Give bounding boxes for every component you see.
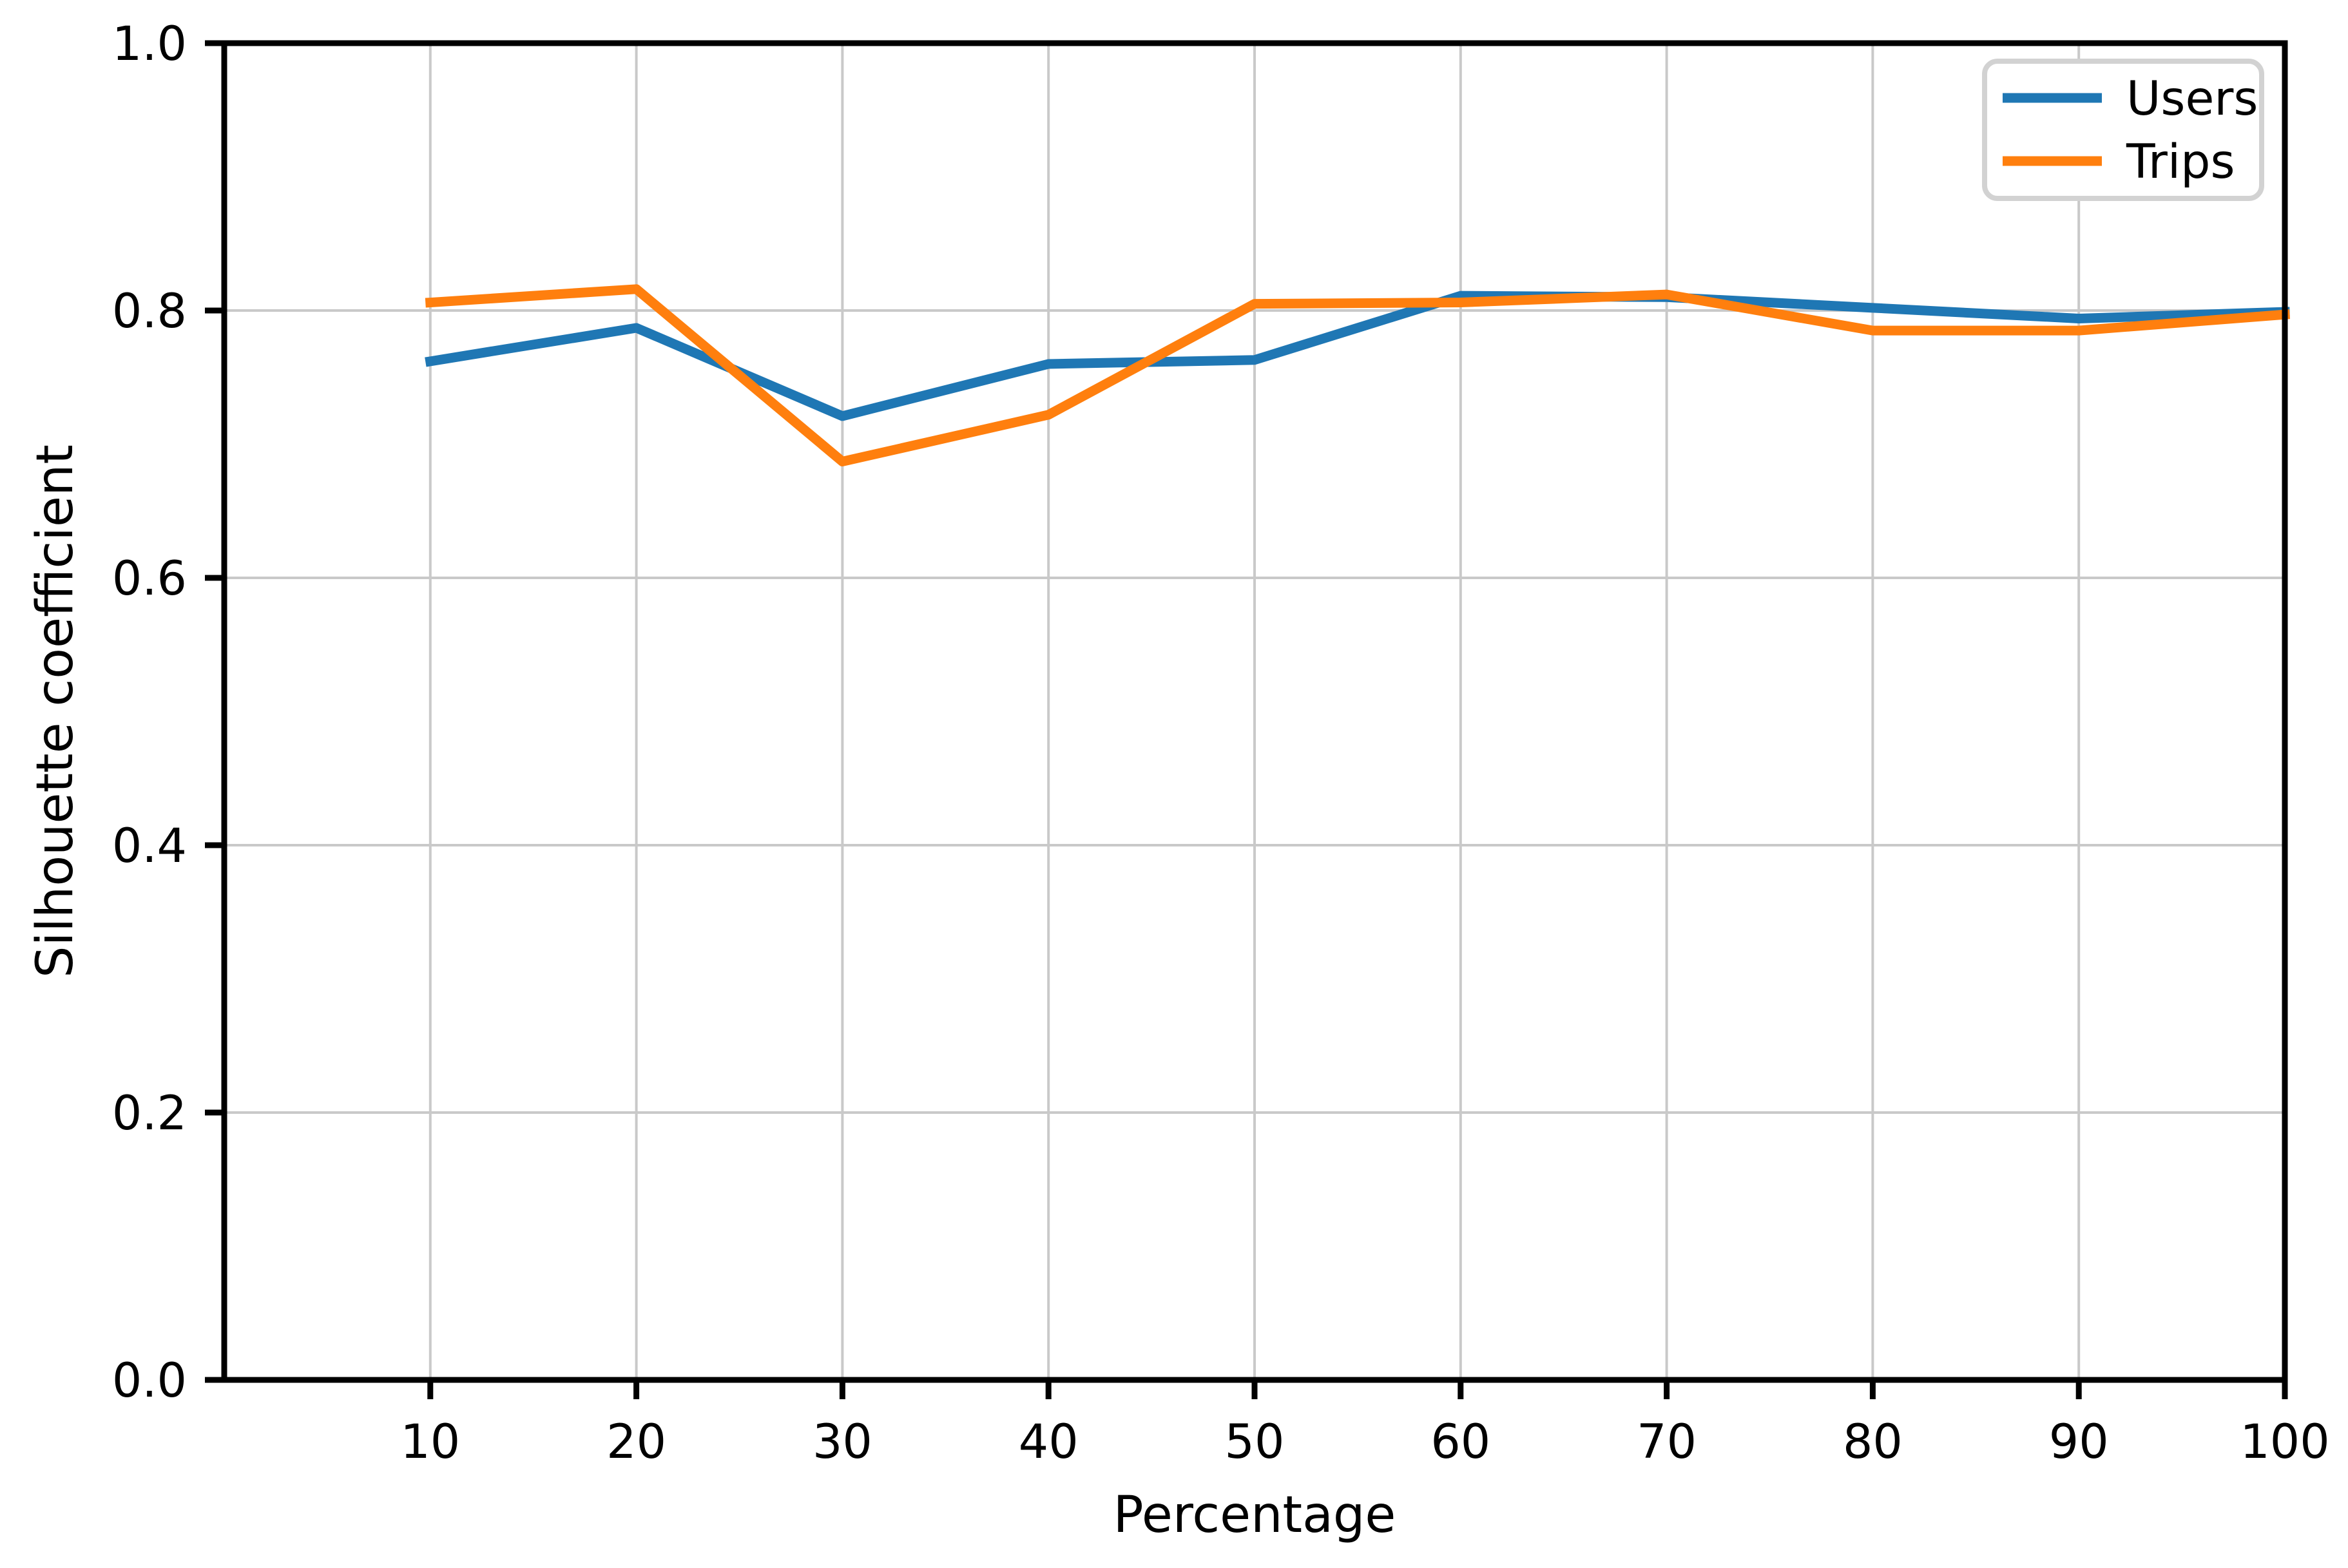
x-tick-label: 30: [813, 1415, 872, 1469]
y-tick-label: 0.0: [112, 1353, 187, 1408]
x-tick-label: 40: [1019, 1415, 1079, 1469]
y-tick-label: 0.2: [112, 1086, 187, 1141]
y-tick-label: 0.8: [112, 284, 187, 339]
x-tick-label: 70: [1637, 1415, 1697, 1469]
x-tick-label: 80: [1843, 1415, 1903, 1469]
trips-line: [425, 284, 2291, 466]
y-axis-label: Silhouette coefficient: [26, 445, 84, 978]
x-tick-label: 50: [1225, 1415, 1285, 1469]
y-tick-label: 0.4: [112, 819, 187, 874]
y-tick-label: 1.0: [112, 17, 187, 72]
legend-label-users: Users: [2126, 72, 2258, 126]
x-tick-label: 20: [606, 1415, 666, 1469]
plot-area: 10 20 30 40 50 60 70 80 90 100 0.0 0.2 0.4 0.6 0.8 1.0 U…: [112, 17, 2330, 1469]
x-tick-label: 10: [400, 1415, 460, 1469]
users-line: [425, 291, 2290, 421]
legend-label-trips: Trips: [2126, 135, 2235, 189]
x-tick-label: 60: [1430, 1415, 1490, 1469]
x-tick-label: 100: [2240, 1415, 2329, 1469]
y-tick-label: 0.6: [112, 551, 187, 606]
x-tick-label: 90: [2049, 1415, 2109, 1469]
x-axis-label: Percentage: [1113, 1486, 1396, 1544]
